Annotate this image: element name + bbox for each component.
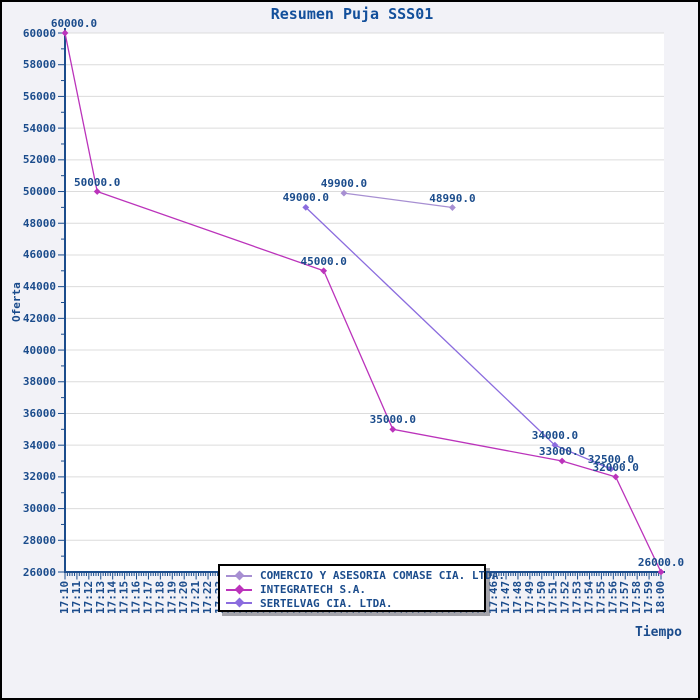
data-point-marker (657, 568, 665, 576)
data-point-marker (302, 203, 310, 211)
x-axis-title: Tiempo (635, 625, 682, 640)
legend-diamond-icon (234, 584, 245, 594)
legend-label: SERTELVAG CIA. LTDA. (260, 596, 393, 610)
y-axis-title: Oferta (10, 282, 23, 322)
series-line-0 (343, 192, 453, 209)
legend-marker-icon (226, 570, 252, 581)
data-point-marker (93, 188, 101, 195)
series-line-2 (305, 206, 612, 470)
data-point-marker (449, 204, 456, 211)
data-point-marker (607, 465, 615, 473)
data-point-marker (612, 473, 620, 481)
legend-item: COMERCIO Y ASESORIA COMASE CIA. LTDA. (226, 569, 505, 583)
legend-item: INTEGRATECH S.A. (226, 583, 478, 597)
data-point-marker (389, 425, 397, 433)
data-point-marker (320, 267, 328, 275)
legend-marker-icon (226, 584, 252, 594)
data-point-marker (558, 457, 566, 465)
data-point-marker (61, 29, 69, 37)
legend-diamond-icon (234, 597, 245, 608)
legend-label: INTEGRATECH S.A. (260, 583, 366, 596)
chart-title: Resumen Puja SSS01 (270, 5, 434, 23)
data-point-marker (340, 189, 348, 197)
legend-label: COMERCIO Y ASESORIA COMASE CIA. LTDA. (260, 569, 506, 583)
legend: COMERCIO Y ASESORIA COMASE CIA. LTDA. INT… (218, 564, 505, 612)
legend-item: SERTELVAG CIA. LTDA. (226, 596, 478, 610)
legend-marker-icon (226, 597, 252, 608)
plot-area (65, 33, 664, 572)
data-point-marker (551, 441, 559, 449)
series-line-1 (64, 32, 662, 573)
legend-diamond-icon (234, 570, 245, 581)
